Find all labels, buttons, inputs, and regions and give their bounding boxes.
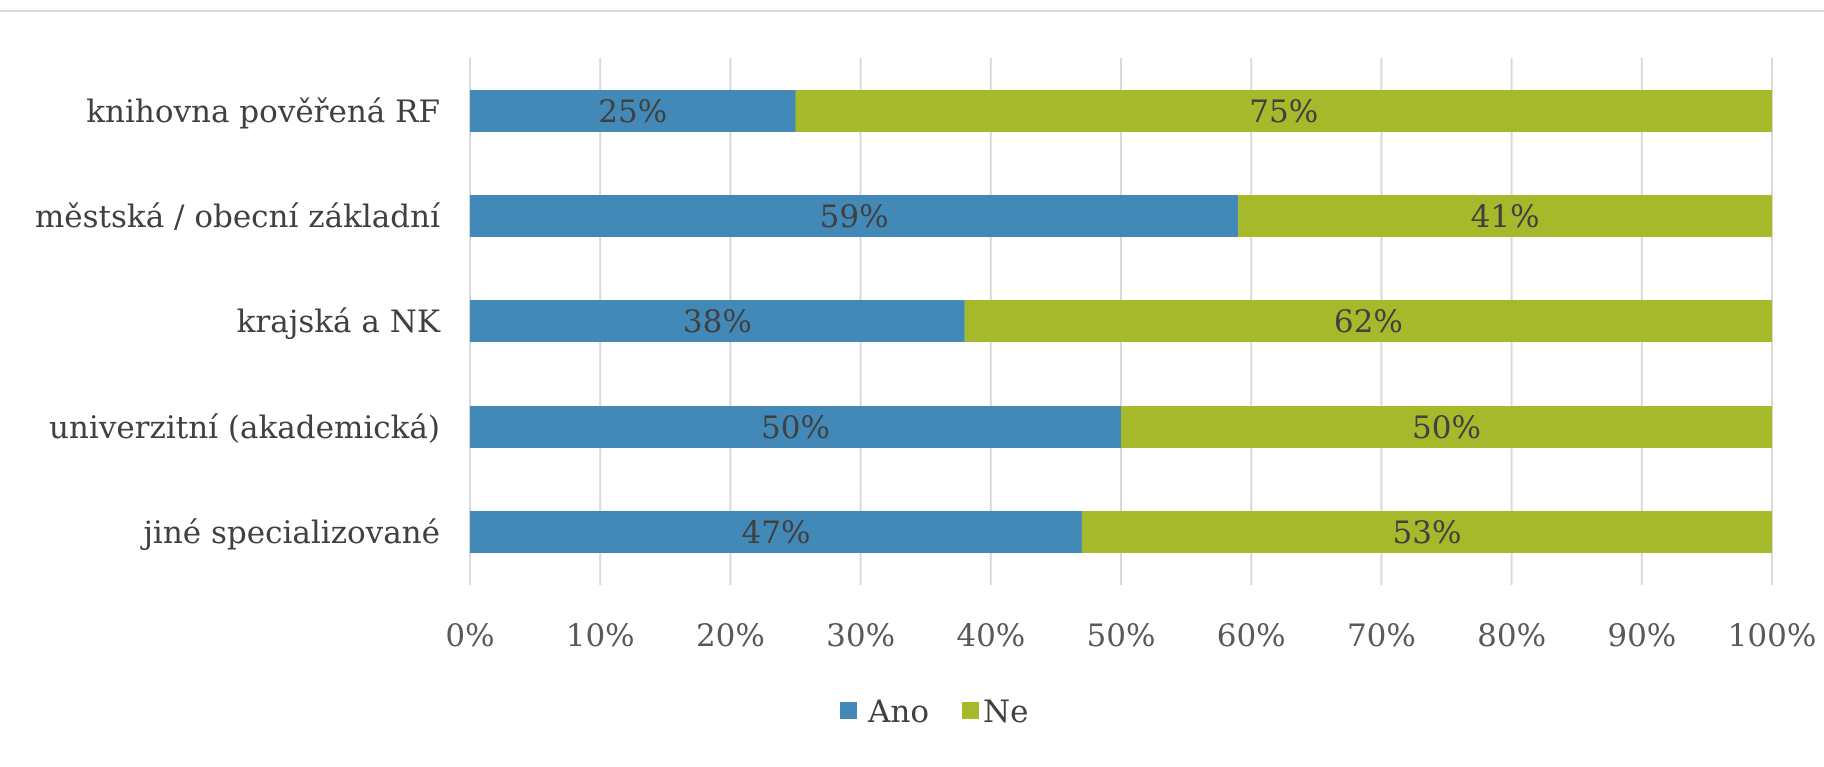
x-axis-ticks: 0% 10% 20% 30% 40% 50% 60% 70% 80% 90% 100% [445,618,1816,654]
x-tick-label: 50% [1087,618,1156,654]
bar-segment-ne [795,90,1772,132]
x-tick-label: 30% [826,618,895,654]
data-label-ano: 25% [598,94,667,130]
bars: 25% 75% 59% 41% 38% 62% 50% 50% 47% 53% [470,90,1772,553]
x-tick-label: 10% [566,618,635,654]
data-label-ne: 53% [1393,515,1462,551]
bar-segment-ano [470,90,796,132]
legend-label-ne: Ne [983,694,1028,730]
category-labels: knihovna pověřená RF městská / obecní zák… [35,94,441,551]
data-label-ne: 41% [1471,199,1540,235]
category-label: krajská a NK [237,304,441,340]
data-label-ano: 47% [742,515,811,551]
data-label-ne: 50% [1412,410,1481,446]
bar-segment-ano [470,195,1239,237]
x-tick-label: 100% [1728,618,1817,654]
x-tick-label: 90% [1607,618,1676,654]
legend-swatch-ano [840,702,857,719]
data-label-ano: 38% [683,304,752,340]
legend-swatch-ne [962,702,979,719]
data-label-ne: 75% [1249,94,1318,130]
data-label-ano: 50% [761,410,830,446]
bar-segment-ano [470,406,1121,448]
bar-segment-ne [1238,195,1772,237]
data-label-ano: 59% [820,199,889,235]
x-tick-label: 60% [1217,618,1286,654]
x-tick-label: 20% [696,618,765,654]
category-label: univerzitní (akademická) [49,410,440,446]
x-tick-label: 70% [1347,618,1416,654]
legend-label-ano: Ano [867,694,929,730]
x-tick-label: 80% [1477,618,1546,654]
bar-segment-ano [470,300,965,342]
bar-segment-ne [1121,406,1772,448]
bar-segment-ne [1081,511,1772,553]
category-label: knihovna pověřená RF [86,94,440,130]
x-tick-label: 40% [956,618,1025,654]
bar-segment-ne [964,300,1772,342]
x-tick-label: 0% [445,618,494,654]
category-label: jiné specializované [140,515,440,551]
category-label: městská / obecní základní [35,199,441,235]
data-label-ne: 62% [1334,304,1403,340]
bar-segment-ano [470,511,1082,553]
legend: Ano Ne [840,694,1028,730]
